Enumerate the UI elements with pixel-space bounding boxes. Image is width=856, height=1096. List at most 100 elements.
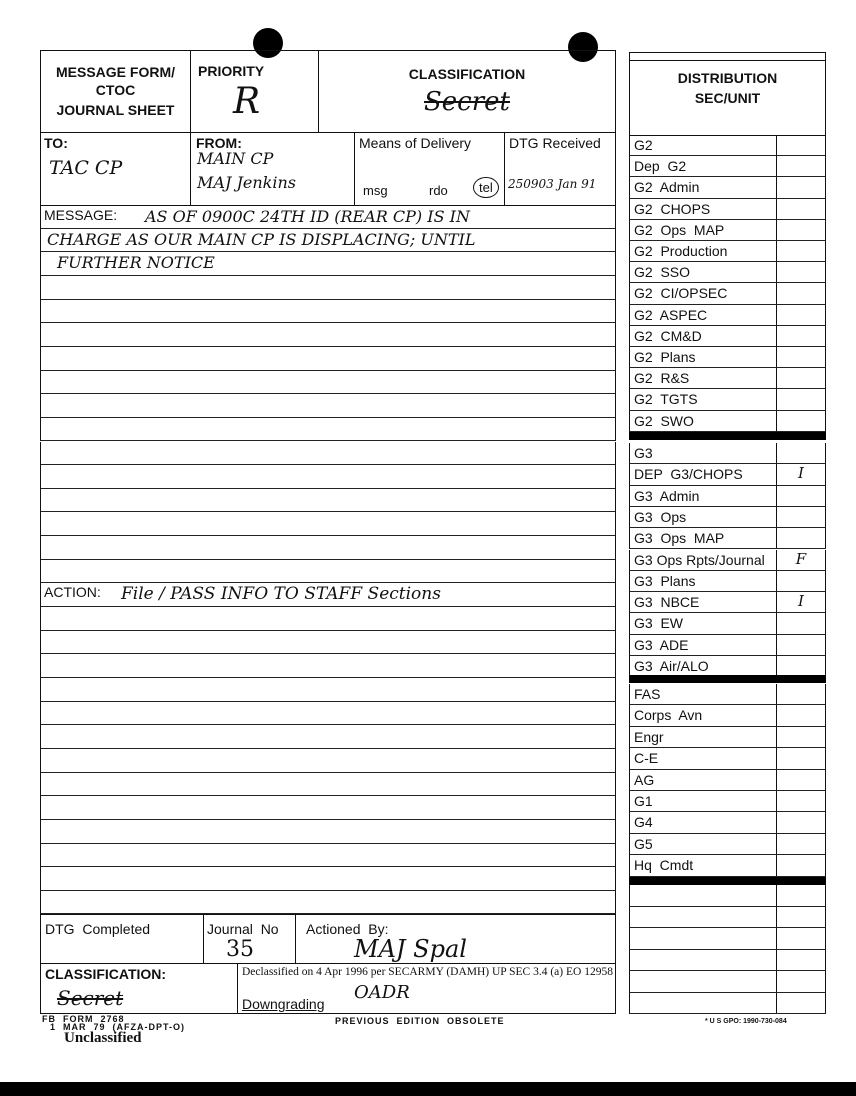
- distribution-row[interactable]: [629, 971, 826, 993]
- distribution-mark-box[interactable]: [776, 705, 825, 726]
- distribution-row[interactable]: G3 Ops: [629, 506, 826, 529]
- message-line[interactable]: [40, 465, 616, 489]
- message-line[interactable]: ACTION: File / PASS INFO TO STAFF Section…: [40, 583, 616, 608]
- message-line[interactable]: [40, 512, 616, 537]
- distribution-row[interactable]: G3 Ops Rpts/Journal F: [629, 549, 826, 571]
- distribution-mark-box[interactable]: [776, 748, 825, 769]
- dtg-received-value[interactable]: 250903 Jan 91: [508, 177, 597, 191]
- downgrading-value[interactable]: OADR: [354, 982, 410, 1003]
- distribution-mark-box[interactable]: I: [776, 592, 825, 613]
- message-line[interactable]: [40, 607, 616, 631]
- means-option-rdo[interactable]: rdo: [429, 183, 448, 198]
- message-line[interactable]: [40, 630, 616, 655]
- message-line[interactable]: [40, 346, 616, 371]
- distribution-mark-box[interactable]: [776, 812, 825, 833]
- distribution-mark-box[interactable]: [776, 347, 825, 368]
- distribution-row[interactable]: G5: [629, 833, 826, 856]
- distribution-row[interactable]: G2 Admin: [629, 177, 826, 199]
- message-line[interactable]: [40, 748, 616, 773]
- message-line[interactable]: [40, 654, 616, 678]
- message-line[interactable]: [40, 417, 616, 442]
- distribution-row[interactable]: G2 CI/OPSEC: [629, 283, 826, 305]
- means-option-tel[interactable]: tel: [473, 177, 499, 198]
- distribution-row[interactable]: G3 EW: [629, 613, 826, 635]
- distribution-mark-box[interactable]: [776, 613, 825, 634]
- distribution-mark-box[interactable]: [776, 906, 825, 927]
- distribution-row[interactable]: Dep G2: [629, 156, 826, 178]
- distribution-mark-box[interactable]: I: [776, 464, 825, 485]
- distribution-row[interactable]: [629, 992, 826, 1014]
- distribution-mark-box[interactable]: [776, 368, 825, 389]
- message-line[interactable]: [40, 559, 616, 584]
- distribution-mark-box[interactable]: [776, 156, 825, 177]
- message-line[interactable]: [40, 890, 616, 915]
- distribution-row[interactable]: G1: [629, 791, 826, 813]
- distribution-row[interactable]: FAS: [629, 684, 826, 706]
- distribution-row[interactable]: G2 CHOPS: [629, 198, 826, 220]
- distribution-mark-box[interactable]: [776, 656, 825, 677]
- from-line[interactable]: MAJ Jenkins: [197, 173, 296, 192]
- message-line[interactable]: MESSAGE: AS OF 0900C 24TH ID (REAR CP) IS…: [40, 205, 616, 229]
- distribution-mark-box[interactable]: [776, 135, 825, 156]
- distribution-mark-box[interactable]: F: [776, 549, 825, 570]
- to-value[interactable]: TAC CP: [49, 157, 123, 179]
- distribution-mark-box[interactable]: [776, 769, 825, 790]
- distribution-row[interactable]: [629, 949, 826, 971]
- distribution-row[interactable]: G4: [629, 812, 826, 834]
- distribution-row[interactable]: G2 SWO: [629, 410, 826, 432]
- message-line[interactable]: [40, 441, 616, 466]
- message-line[interactable]: [40, 843, 616, 868]
- distribution-row[interactable]: G2 R&S: [629, 368, 826, 390]
- message-line[interactable]: [40, 772, 616, 797]
- distribution-mark-box[interactable]: [776, 971, 825, 992]
- message-line[interactable]: [40, 370, 616, 395]
- distribution-mark-box[interactable]: [776, 949, 825, 970]
- actioned-by-signature[interactable]: MAJ Spal: [354, 935, 467, 963]
- distribution-mark-box[interactable]: [776, 726, 825, 748]
- message-line[interactable]: [40, 796, 616, 820]
- message-line[interactable]: [40, 678, 616, 702]
- distribution-mark-box[interactable]: [776, 833, 825, 855]
- message-text[interactable]: AS OF 0900C 24TH ID (REAR CP) IS IN: [145, 207, 470, 226]
- distribution-mark-box[interactable]: [776, 241, 825, 262]
- message-line[interactable]: [40, 536, 616, 560]
- distribution-mark-box[interactable]: [776, 485, 825, 506]
- priority-value[interactable]: R: [233, 81, 261, 122]
- distribution-mark-box[interactable]: [776, 791, 825, 812]
- distribution-mark-box[interactable]: [776, 992, 825, 1013]
- message-line[interactable]: [40, 299, 616, 324]
- distribution-mark-box[interactable]: [776, 506, 825, 528]
- message-line[interactable]: CHARGE AS OUR MAIN CP IS DISPLACING; UNT…: [40, 228, 616, 253]
- journal-no-value[interactable]: 35: [226, 937, 254, 962]
- distribution-row[interactable]: G2 SSO: [629, 262, 826, 284]
- distribution-mark-box[interactable]: [776, 325, 825, 346]
- distribution-mark-box[interactable]: [776, 177, 825, 198]
- classification-value[interactable]: Secret: [423, 87, 511, 117]
- distribution-row[interactable]: G3 Admin: [629, 485, 826, 507]
- distribution-row[interactable]: AG: [629, 769, 826, 791]
- from-line[interactable]: MAIN CP: [197, 149, 274, 168]
- distribution-mark-box[interactable]: [776, 283, 825, 304]
- message-line[interactable]: [40, 394, 616, 418]
- distribution-mark-box[interactable]: [776, 928, 825, 949]
- message-line[interactable]: [40, 867, 616, 891]
- distribution-mark-box[interactable]: [776, 304, 825, 325]
- distribution-mark-box[interactable]: [776, 634, 825, 655]
- distribution-row[interactable]: G3 ADE: [629, 634, 826, 656]
- distribution-mark-box[interactable]: [776, 570, 825, 592]
- message-line[interactable]: FURTHER NOTICE: [40, 252, 616, 276]
- distribution-mark-box[interactable]: [776, 198, 825, 219]
- distribution-row[interactable]: Hq Cmdt: [629, 855, 826, 877]
- distribution-mark-box[interactable]: [776, 262, 825, 283]
- distribution-mark-box[interactable]: [776, 885, 825, 906]
- distribution-row[interactable]: G2 TGTS: [629, 389, 826, 411]
- distribution-mark-box[interactable]: [776, 410, 825, 431]
- distribution-mark-box[interactable]: [776, 684, 825, 705]
- distribution-row[interactable]: [629, 906, 826, 928]
- distribution-row[interactable]: DEP G3/CHOPS I: [629, 464, 826, 486]
- distribution-row[interactable]: G2 CM&D: [629, 325, 826, 347]
- distribution-row[interactable]: [629, 928, 826, 950]
- message-line[interactable]: [40, 819, 616, 844]
- distribution-row[interactable]: G3: [629, 443, 826, 465]
- distribution-row[interactable]: G3 NBCE I: [629, 592, 826, 614]
